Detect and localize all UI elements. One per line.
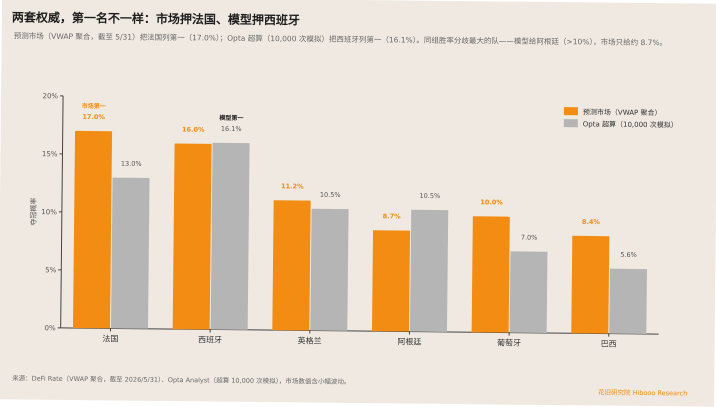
bar-annotation: 模型第一 bbox=[219, 114, 243, 122]
data-labels: 17.0% 13.0% 16.0% 16.1% 11.2% 10.5% 8.7% 10.5% 1… bbox=[80, 102, 638, 259]
data-label: 5.6% bbox=[620, 251, 637, 259]
x-tick-label: 法国 bbox=[102, 333, 118, 343]
x-tick-label: 西班牙 bbox=[198, 334, 222, 344]
data-label: 7.0% bbox=[521, 234, 538, 242]
bar bbox=[111, 178, 150, 329]
x-tick-label: 阿根廷 bbox=[397, 336, 421, 346]
chart-legend: 预测市场（VWAP 聚合） Opta 超算（10,000 次模拟） bbox=[564, 107, 678, 129]
bar bbox=[211, 143, 250, 330]
y-axis-label: 夺冠概率 bbox=[29, 198, 38, 226]
x-tick-label: 英格兰 bbox=[298, 335, 322, 345]
legend-swatch bbox=[564, 119, 578, 127]
data-label: 11.2% bbox=[281, 182, 304, 190]
legend-label: 预测市场（VWAP 聚合） bbox=[583, 107, 662, 117]
bar bbox=[73, 131, 112, 329]
y-tick-label: 5% bbox=[45, 266, 57, 274]
x-tick-label: 葡萄牙 bbox=[497, 337, 521, 347]
data-label: 8.4% bbox=[582, 218, 601, 226]
data-label: 10.5% bbox=[420, 192, 441, 200]
data-label: 16.1% bbox=[221, 125, 242, 133]
bar bbox=[272, 200, 310, 330]
bar-series bbox=[73, 131, 648, 334]
bar-annotation: 市场第一 bbox=[82, 102, 106, 110]
x-tick-label: 巴西 bbox=[601, 340, 617, 349]
brand-mark: 花旧研究院 Hibooo Research bbox=[598, 387, 687, 398]
data-label: 8.7% bbox=[383, 212, 402, 220]
data-label: 10.0% bbox=[480, 198, 503, 206]
y-tick-label: 20% bbox=[42, 92, 58, 100]
data-label: 13.0% bbox=[121, 160, 142, 168]
y-tick-label: 0% bbox=[45, 324, 57, 332]
bar bbox=[372, 230, 410, 331]
bar bbox=[410, 210, 448, 332]
bar bbox=[510, 251, 548, 333]
data-label: 17.0% bbox=[82, 113, 105, 121]
y-tick-label: 15% bbox=[42, 150, 58, 158]
data-label: 10.5% bbox=[320, 191, 341, 199]
legend-label: Opta 超算（10,000 次模拟） bbox=[583, 119, 678, 129]
bar bbox=[173, 143, 212, 329]
bar bbox=[609, 269, 647, 334]
bar bbox=[571, 236, 609, 334]
y-tick-label: 10% bbox=[41, 208, 57, 216]
legend-swatch bbox=[564, 107, 578, 115]
bar bbox=[472, 216, 510, 332]
x-axis-line bbox=[61, 328, 659, 334]
bar bbox=[310, 209, 348, 331]
data-label: 16.0% bbox=[182, 126, 205, 134]
